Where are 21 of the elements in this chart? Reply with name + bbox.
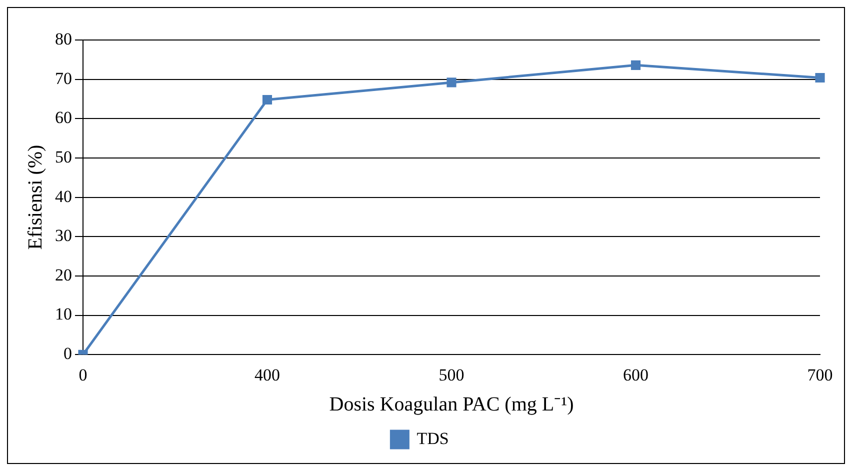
y-tick-label: 60: [55, 108, 72, 128]
x-tick-label: 500: [438, 365, 464, 384]
x-tick-label: 700: [807, 365, 833, 384]
y-tick-label: 80: [55, 29, 72, 48]
x-tick-label: 0: [78, 365, 88, 384]
legend-label: TDS: [416, 428, 449, 448]
point: [262, 94, 272, 105]
x-axis-title: Dosis Koagulan PAC (mg L⁻¹): [329, 393, 574, 416]
x-tick-label: 600: [623, 365, 648, 384]
y-tick-label: 0: [64, 344, 72, 364]
point: [446, 78, 456, 88]
y-tick-label: 40: [55, 186, 72, 206]
y-axis-title: Efisiensi (%): [24, 144, 46, 250]
y-tick-label: 20: [55, 265, 72, 284]
x-tick-label: 400: [254, 365, 280, 384]
point: [630, 60, 641, 70]
y-tick-label: 50: [55, 147, 72, 166]
y-tick-label: 70: [55, 68, 72, 88]
point: [815, 72, 825, 83]
y-tick-label: 30: [55, 226, 72, 246]
y-tick-label: 10: [55, 304, 72, 324]
